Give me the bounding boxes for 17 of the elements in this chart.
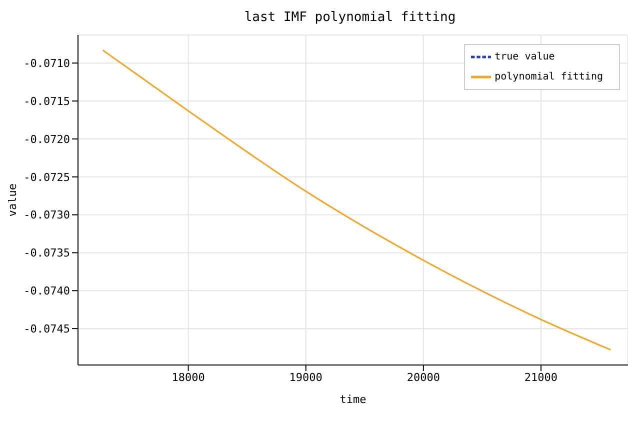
y-tick-label: -0.0730	[24, 208, 70, 222]
y-tick-label: -0.0715	[24, 94, 70, 108]
chart-title: last IMF polynomial fitting	[243, 10, 457, 25]
line-series	[102, 49, 612, 351]
y-tick-label: -0.0745	[24, 322, 70, 336]
y-tick-label: -0.0735	[24, 246, 70, 260]
legend-label: polynomial fitting	[494, 72, 603, 83]
y-tick-label: -0.0710	[24, 56, 70, 70]
x-axis-title: time	[340, 393, 366, 406]
x-tick-label: 18000	[172, 370, 205, 384]
x-tick-label: 20000	[406, 370, 440, 384]
legend-label: true value	[494, 52, 555, 63]
x-tick-label: 19000	[289, 370, 322, 384]
y-tick-label: -0.0720	[24, 132, 70, 146]
y-tick-label: -0.0725	[24, 170, 70, 184]
y-tick-label: -0.0740	[24, 284, 70, 298]
x-tick-label: 21000	[524, 370, 558, 384]
